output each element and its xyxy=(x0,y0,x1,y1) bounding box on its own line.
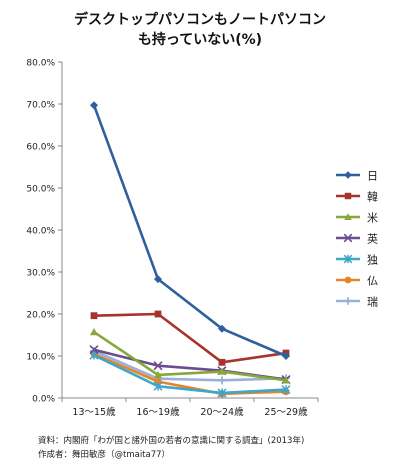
author-note: 作成者：舞田敏彦（@tmaita77） xyxy=(38,450,171,460)
x-tick-label: 16〜19歳 xyxy=(136,406,180,418)
data-point-瑞 xyxy=(218,376,226,385)
source-note: 資料：内閣府「わが国と諸外国の若者の意識に関する調査」(2013年) xyxy=(38,436,305,446)
x-tick-label: 20〜24歳 xyxy=(200,406,244,418)
legend-label-韓: 韓 xyxy=(367,191,378,204)
data-point-独 xyxy=(153,381,163,391)
y-tick-label: 40.0% xyxy=(26,227,55,237)
data-point-米 xyxy=(282,376,290,384)
chart-title: デスクトップパソコンもノートパソコン xyxy=(74,11,326,28)
legend-marker-英 xyxy=(343,233,353,243)
legend-marker-独 xyxy=(343,254,353,264)
data-point-韓 xyxy=(90,312,98,320)
data-point-米 xyxy=(154,370,162,379)
data-point-日 xyxy=(218,324,226,333)
legend-marker-瑞 xyxy=(344,297,352,305)
data-point-独 xyxy=(281,385,291,395)
y-tick-label: 20.0% xyxy=(26,311,55,321)
data-point-英 xyxy=(89,345,99,355)
legend-label-独: 独 xyxy=(367,254,378,267)
data-point-日 xyxy=(154,275,162,284)
legend-label-英: 英 xyxy=(367,232,378,246)
data-point-米 xyxy=(218,367,226,375)
y-tick-label: 0.0% xyxy=(32,395,55,405)
y-tick-label: 10.0% xyxy=(26,353,55,363)
x-tick-label: 25〜29歳 xyxy=(264,406,308,418)
y-tick-label: 70.0% xyxy=(26,101,55,111)
y-tick-label: 80.0% xyxy=(26,59,55,69)
legend-marker-米 xyxy=(344,213,352,221)
y-tick-label: 60.0% xyxy=(26,143,55,153)
data-point-日 xyxy=(90,101,98,110)
x-tick-label: 13〜15歳 xyxy=(72,406,116,418)
legend-label-米: 米 xyxy=(367,212,378,225)
series-line-瑞 xyxy=(93,349,287,382)
legend-label-日: 日 xyxy=(367,170,378,183)
y-tick-label: 50.0% xyxy=(26,185,55,195)
legend-label-瑞: 瑞 xyxy=(367,295,378,309)
data-point-韓 xyxy=(218,358,226,366)
legend-marker-韓 xyxy=(344,192,352,200)
series-line-韓 xyxy=(93,312,287,364)
legend-label-仏: 仏 xyxy=(367,275,378,288)
legend-marker-日 xyxy=(344,171,352,179)
series-line-米 xyxy=(93,330,287,382)
legend-marker-仏 xyxy=(344,276,352,284)
data-point-米 xyxy=(90,328,98,336)
chart-title-line2: も持っていない(%) xyxy=(138,31,262,48)
data-point-韓 xyxy=(154,310,162,318)
data-point-日 xyxy=(282,352,290,360)
data-point-独 xyxy=(217,388,227,398)
series-line-日 xyxy=(92,104,287,358)
series-line-仏 xyxy=(93,352,287,396)
data-point-英 xyxy=(153,361,163,371)
series-line-独 xyxy=(93,353,287,395)
y-tick-label: 30.0% xyxy=(26,269,55,279)
